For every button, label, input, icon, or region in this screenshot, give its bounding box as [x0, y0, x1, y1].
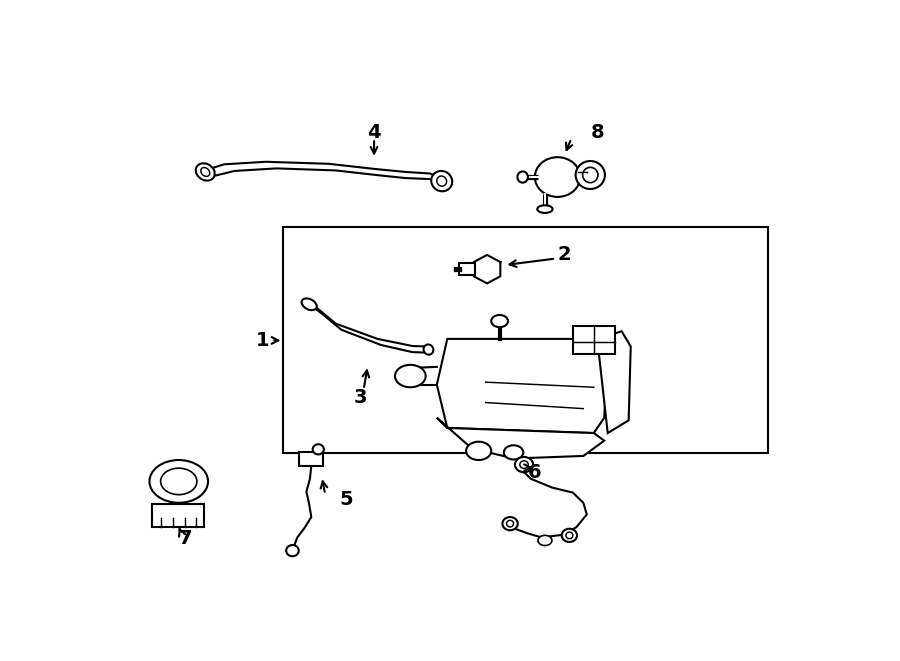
Bar: [284, 227, 768, 453]
Text: 2: 2: [558, 245, 572, 264]
Ellipse shape: [502, 517, 518, 530]
Ellipse shape: [196, 163, 215, 180]
Text: 5: 5: [339, 490, 353, 509]
Ellipse shape: [537, 206, 553, 213]
Bar: [300, 452, 323, 466]
Ellipse shape: [312, 444, 324, 454]
Polygon shape: [473, 255, 500, 284]
Polygon shape: [598, 331, 631, 433]
Bar: [152, 504, 204, 527]
Text: 6: 6: [527, 463, 541, 482]
Ellipse shape: [302, 298, 317, 310]
Circle shape: [160, 468, 197, 494]
Ellipse shape: [431, 171, 452, 191]
Ellipse shape: [576, 161, 605, 189]
Circle shape: [149, 460, 208, 503]
Bar: [572, 326, 615, 354]
Ellipse shape: [515, 457, 533, 472]
Polygon shape: [436, 339, 608, 433]
Text: 1: 1: [256, 331, 269, 350]
Circle shape: [491, 315, 508, 327]
Text: 7: 7: [179, 529, 193, 548]
Ellipse shape: [535, 157, 581, 197]
Ellipse shape: [562, 529, 577, 542]
Circle shape: [466, 442, 491, 460]
Ellipse shape: [424, 344, 434, 355]
Circle shape: [395, 365, 426, 387]
Text: 4: 4: [367, 123, 381, 142]
Ellipse shape: [518, 171, 528, 182]
Text: 8: 8: [590, 123, 604, 142]
Ellipse shape: [286, 545, 299, 556]
Bar: [459, 263, 474, 275]
Polygon shape: [436, 418, 604, 459]
Circle shape: [504, 446, 523, 459]
Circle shape: [538, 535, 552, 545]
Text: 3: 3: [354, 388, 367, 407]
